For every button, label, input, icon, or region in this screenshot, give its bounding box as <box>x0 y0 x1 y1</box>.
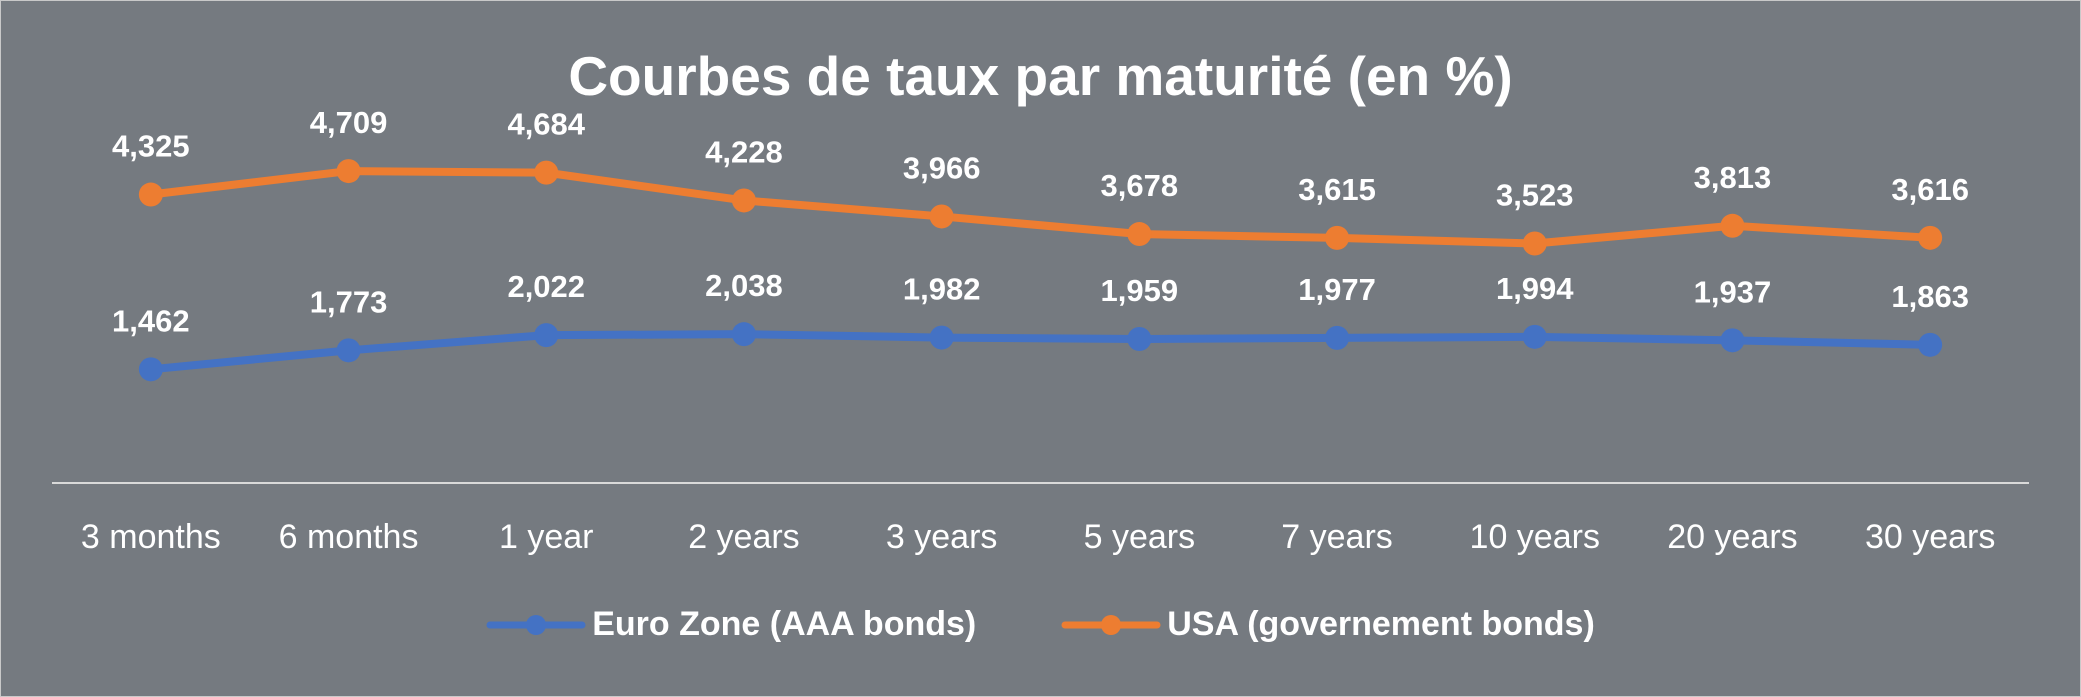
chart-title: Courbes de taux par maturité (en %) <box>568 45 1513 107</box>
data-point <box>1325 325 1350 350</box>
data-label: 2,022 <box>507 269 585 304</box>
x-tick-label: 1 year <box>499 518 594 556</box>
data-point <box>1325 225 1350 250</box>
x-tick-label: 10 years <box>1470 518 1600 556</box>
data-point <box>1127 326 1152 351</box>
data-point <box>138 182 163 207</box>
data-label: 4,325 <box>112 129 190 164</box>
legend-label-euro-zone: Euro Zone (AAA bonds) <box>592 605 977 643</box>
legend-marker-usa <box>1061 614 1161 635</box>
series-line-0 <box>146 330 1935 374</box>
x-tick-label: 7 years <box>1281 518 1393 556</box>
legend-label-usa: USA (governement bonds) <box>1167 605 1595 643</box>
data-point <box>1127 222 1152 247</box>
data-point <box>336 338 361 363</box>
data-label: 1,959 <box>1101 273 1179 308</box>
legend-marker-euro-zone <box>486 614 586 635</box>
data-label: 4,709 <box>310 105 388 140</box>
x-tick-label: 30 years <box>1865 518 1995 556</box>
data-label: 1,462 <box>112 303 190 338</box>
data-point <box>731 322 756 347</box>
series-line-1 <box>146 167 1935 248</box>
data-label: 1,994 <box>1496 271 1574 306</box>
data-point <box>534 160 559 185</box>
legend-item-usa: USA (governement bonds) <box>1061 605 1595 644</box>
data-point <box>138 357 163 382</box>
x-tick-label: 5 years <box>1084 518 1196 556</box>
data-point <box>1918 332 1943 357</box>
x-tick-label: 20 years <box>1667 518 1797 556</box>
data-label: 2,038 <box>705 268 783 303</box>
legend-item-euro-zone: Euro Zone (AAA bonds) <box>486 605 976 644</box>
x-tick-label: 3 months <box>81 518 221 556</box>
data-label: 3,813 <box>1694 160 1772 195</box>
data-point <box>1522 324 1547 349</box>
data-point <box>929 204 954 229</box>
data-point <box>336 159 361 184</box>
data-label: 4,228 <box>705 134 783 169</box>
data-label: 1,977 <box>1298 272 1376 307</box>
data-label: 1,982 <box>903 272 981 307</box>
data-label: 3,615 <box>1298 172 1376 207</box>
data-label: 3,616 <box>1891 172 1969 207</box>
data-point <box>731 188 756 213</box>
chart-legend: Euro Zone (AAA bonds) USA (governement b… <box>0 605 2081 644</box>
data-point <box>929 325 954 350</box>
data-point <box>534 323 559 348</box>
data-label: 3,678 <box>1101 168 1179 203</box>
data-label: 4,684 <box>507 107 585 142</box>
data-label: 3,523 <box>1496 177 1574 212</box>
data-label: 1,773 <box>310 284 388 319</box>
x-tick-label: 6 months <box>279 518 419 556</box>
data-point <box>1720 213 1745 238</box>
data-label: 3,966 <box>903 150 981 185</box>
data-label: 1,863 <box>1891 279 1969 314</box>
data-point <box>1522 231 1547 256</box>
data-point <box>1720 328 1745 353</box>
x-tick-label: 2 years <box>688 518 800 556</box>
data-label: 1,937 <box>1694 274 1772 309</box>
x-tick-label: 3 years <box>886 518 998 556</box>
data-point <box>1918 225 1943 250</box>
